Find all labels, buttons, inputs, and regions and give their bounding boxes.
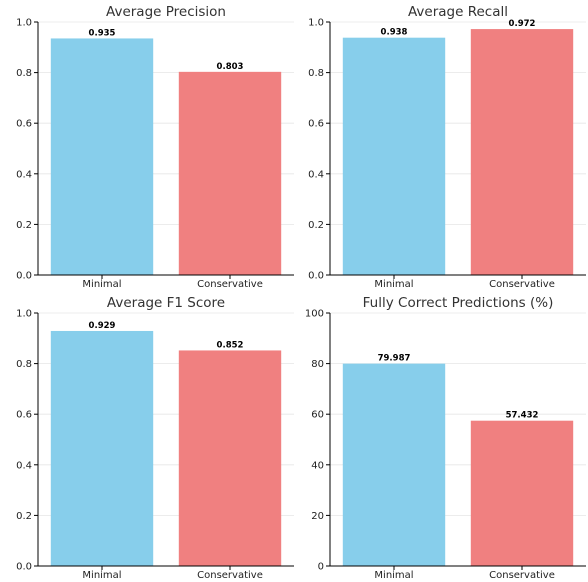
xtick-label: Minimal [374,279,413,290]
bar-minimal [342,363,446,566]
ytick-label: 1.0 [16,18,32,29]
xtick-label: Minimal [82,570,121,578]
bar-value-label: 0.938 [381,28,408,38]
chart-title: Fully Correct Predictions (%) [363,295,554,311]
ytick-label: 0.6 [16,410,32,421]
bar-value-label: 0.972 [509,19,536,29]
ytick-label: 20 [311,511,324,522]
chart-panel-3: 0.0 0.2 0.4 0.6 0.8 1.0 0.929 Minimal 0.852 Conse… [16,295,294,581]
xtick-label: Conservative [489,570,555,578]
ytick-label: 0.6 [16,119,32,130]
ytick-label: 0.2 [16,220,32,231]
ytick-label: 1.0 [16,309,32,320]
xtick-label: Conservative [489,279,555,290]
ytick-label: 0.4 [16,460,32,471]
xtick-label: Conservative [197,279,263,290]
ytick-label: 0.8 [16,359,32,370]
bar-value-label: 0.935 [89,28,116,38]
ytick-label: 0.0 [308,271,324,282]
ytick-label: 0.4 [16,169,32,180]
chart-title: Average F1 Score [107,295,225,311]
ytick-label: 40 [311,460,324,471]
bar-minimal [50,330,154,566]
bar-minimal [50,38,154,275]
xtick-label: Minimal [374,570,413,578]
bar-conservative [470,420,574,566]
bar-value-label: 79.987 [378,354,411,364]
ytick-label: 0.0 [16,562,32,573]
ytick-label: 0.2 [308,220,324,231]
ytick-label: 0.8 [308,68,324,79]
bar-minimal [342,37,446,275]
chart-title: Average Precision [106,4,226,20]
chart-panel-4: 0 20 40 60 80 100 79.987 Minimal 57.432 Conservat… [305,295,586,581]
ytick-label: 0.0 [16,271,32,282]
ytick-label: 0.6 [308,119,324,130]
xtick-label: Minimal [82,279,121,290]
xtick-label: Conservative [197,570,263,578]
chart-panel-1: 0.0 0.2 0.4 0.6 0.8 1.0 0.935 Minimal 0.803 Conse… [16,4,294,290]
ytick-label: 0.4 [308,169,324,180]
bar-value-label: 57.432 [506,411,539,421]
bar-value-label: 0.852 [217,340,244,350]
ytick-label: 1.0 [308,18,324,29]
ytick-label: 0.2 [16,511,32,522]
ytick-label: 80 [311,359,324,370]
bar-conservative [178,350,282,566]
chart-title: Average Recall [408,4,508,20]
ytick-label: 60 [311,410,324,421]
ytick-label: 0 [318,562,324,573]
chart-panel-2: 0.0 0.2 0.4 0.6 0.8 1.0 0.938 Minimal 0.972 Conse… [308,4,586,290]
ytick-label: 100 [305,309,324,320]
bar-value-label: 0.929 [89,321,116,331]
bar-conservative [178,71,282,275]
ytick-label: 0.8 [16,68,32,79]
bar-conservative [470,29,574,275]
bar-value-label: 0.803 [217,62,244,72]
